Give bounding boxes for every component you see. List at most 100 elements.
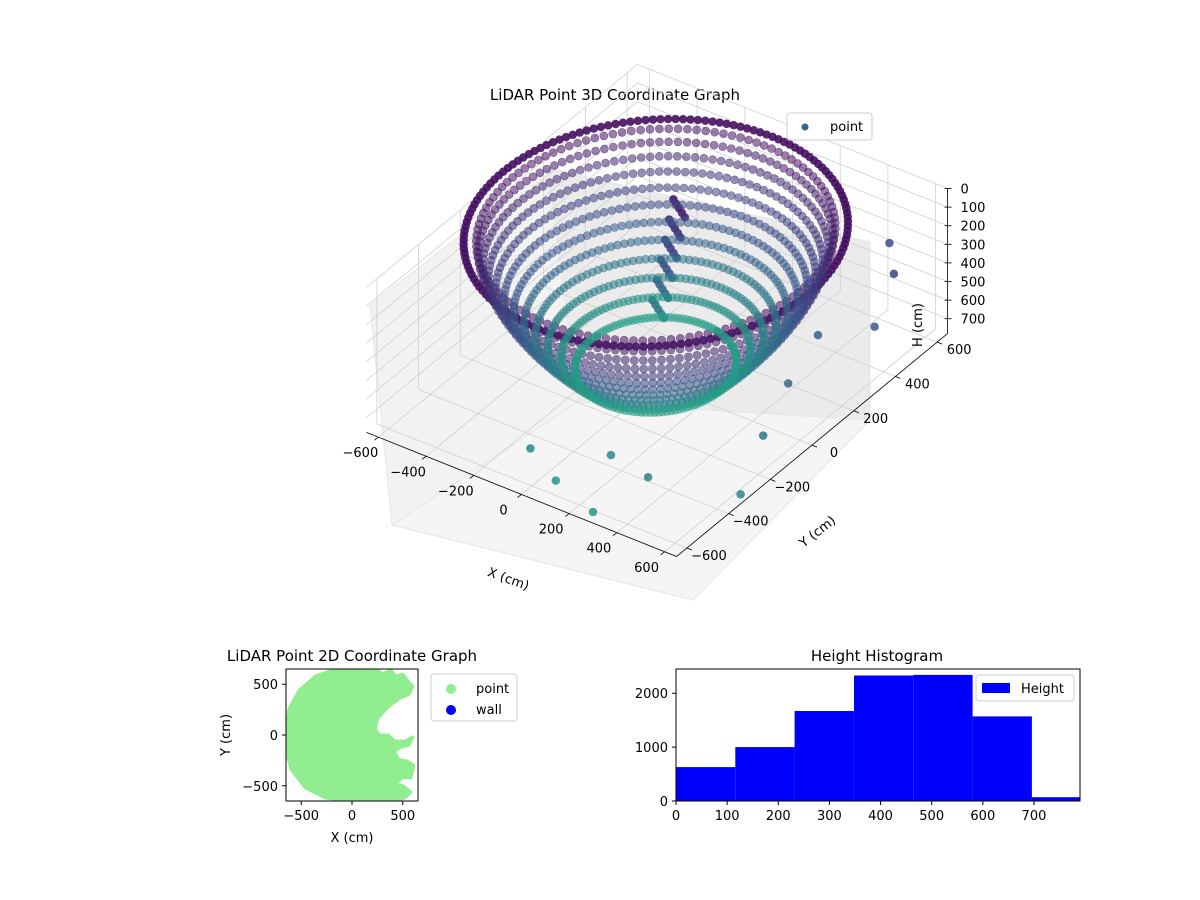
histogram-bar bbox=[1031, 797, 1080, 801]
data-point-3d bbox=[699, 154, 709, 163]
data-point-3d bbox=[779, 164, 789, 173]
data-point-3d bbox=[734, 193, 743, 202]
data-point-3d bbox=[656, 363, 666, 373]
data-point-3d bbox=[683, 124, 692, 134]
data-point-3d bbox=[666, 354, 675, 364]
data-point-3d bbox=[656, 114, 665, 124]
data-point-3d bbox=[639, 218, 649, 228]
data-point-3d bbox=[690, 153, 700, 162]
data-point-3d bbox=[599, 208, 609, 217]
data-point-3d bbox=[689, 168, 699, 177]
data-point-3d bbox=[648, 364, 657, 374]
data-point-3d bbox=[618, 141, 627, 150]
data-point-3d bbox=[697, 169, 707, 178]
data-point-3d bbox=[636, 125, 645, 135]
data-point-3d bbox=[578, 180, 588, 190]
ticks-histogram: 0 100 200 300 400 500 600 700 0 1000 2000 bbox=[635, 687, 1046, 824]
data-point-3d bbox=[761, 308, 771, 318]
histogram-bar bbox=[913, 674, 973, 801]
y-tick-label-2d: 500 bbox=[253, 678, 278, 693]
data-point-3d bbox=[715, 205, 725, 215]
data-point-3d bbox=[610, 157, 619, 166]
data-point-3d bbox=[755, 168, 765, 177]
x-tick-label-histogram: 100 bbox=[715, 809, 740, 824]
y-tick-label-3d: −600 bbox=[691, 549, 727, 564]
data-point-3d bbox=[584, 163, 593, 172]
x-tick-label-3d: −200 bbox=[438, 484, 474, 499]
chart-histogram: Height Histogram 0 100 200 300 400 500 600 7000… bbox=[635, 647, 1081, 824]
data-point-3d bbox=[663, 183, 672, 192]
data-point-3d bbox=[654, 200, 664, 209]
z-tick-label-3d: 200 bbox=[961, 220, 986, 235]
data-point-3d bbox=[751, 151, 760, 160]
data-point-3d bbox=[548, 148, 558, 157]
legend-histogram: Height bbox=[975, 674, 1075, 702]
data-point-3d bbox=[719, 129, 728, 138]
data-point-3d bbox=[675, 333, 685, 343]
data-point-3d bbox=[594, 175, 604, 185]
data-point-3d bbox=[611, 172, 621, 181]
data-point-3d bbox=[520, 164, 530, 173]
data-point-3d bbox=[661, 217, 671, 227]
data-point-3d bbox=[601, 158, 610, 168]
data-point-3d bbox=[708, 204, 718, 213]
data-point-3d bbox=[629, 336, 638, 345]
data-point-3d bbox=[582, 149, 592, 158]
data-point-3d bbox=[600, 144, 609, 154]
legend-marker-point-3d bbox=[801, 123, 809, 131]
data-point-3d bbox=[620, 346, 629, 356]
data-point-3d bbox=[722, 207, 732, 217]
data-point-3d bbox=[613, 188, 622, 197]
data-point-3d bbox=[630, 202, 640, 211]
data-point-3d bbox=[581, 136, 591, 145]
chart-2d-title: LiDAR Point 2D Coordinate Graph bbox=[227, 647, 477, 665]
data-point-3d bbox=[611, 345, 620, 355]
data-point-3d bbox=[592, 160, 602, 170]
legend-marker-height bbox=[982, 683, 1010, 693]
data-point-3d bbox=[706, 170, 715, 179]
y-tick-label-3d: −200 bbox=[774, 480, 810, 495]
data-point-3d bbox=[605, 189, 614, 199]
data-point-3d bbox=[774, 147, 783, 157]
data-point-3d bbox=[604, 362, 614, 372]
y-tick-label-histogram: 1000 bbox=[635, 741, 668, 756]
x-axis-label-2d: X (cm) bbox=[331, 831, 374, 846]
data-point-3d bbox=[570, 183, 580, 192]
data-point-3d bbox=[655, 137, 664, 147]
data-point-3d bbox=[684, 352, 693, 362]
data-point-3d bbox=[618, 155, 628, 165]
data-point-3d bbox=[514, 168, 523, 178]
x-axis-label-3d: X (cm) bbox=[485, 565, 531, 594]
data-point-3d bbox=[597, 191, 606, 201]
data-point-3d bbox=[622, 203, 632, 212]
data-point-3d bbox=[628, 169, 638, 178]
data-point-3d bbox=[663, 151, 673, 161]
data-point-3d bbox=[709, 140, 719, 150]
data-point-3d bbox=[693, 341, 703, 351]
data-point-3d bbox=[687, 184, 697, 193]
y-axis-label-2d: Y (cm) bbox=[219, 714, 234, 757]
data-point-3d bbox=[647, 356, 657, 365]
data-point-3d bbox=[589, 124, 599, 133]
data-point-3d bbox=[758, 431, 768, 440]
data-point-3d bbox=[602, 173, 612, 183]
data-point-3d bbox=[733, 160, 742, 170]
data-point-3d bbox=[535, 200, 545, 209]
data-point-3d bbox=[550, 161, 559, 170]
data-point-3d bbox=[700, 139, 710, 149]
data-point-3d bbox=[722, 173, 732, 183]
data-point-3d bbox=[607, 206, 617, 215]
data-point-3d bbox=[612, 355, 621, 364]
data-point-3d bbox=[743, 148, 752, 158]
y-tick-label-3d: 600 bbox=[947, 343, 972, 358]
data-point-3d bbox=[637, 168, 647, 178]
data-point-3d bbox=[674, 362, 683, 371]
data-point-3d bbox=[713, 388, 722, 398]
data-point-3d bbox=[630, 364, 640, 374]
x-tick-label-histogram: 0 bbox=[672, 809, 680, 824]
data-point-3d bbox=[542, 164, 552, 174]
y-tick-label-histogram: 0 bbox=[660, 795, 668, 810]
data-point-3d bbox=[682, 361, 692, 370]
data-point-3d bbox=[763, 171, 772, 180]
data-point-3d bbox=[690, 219, 700, 228]
